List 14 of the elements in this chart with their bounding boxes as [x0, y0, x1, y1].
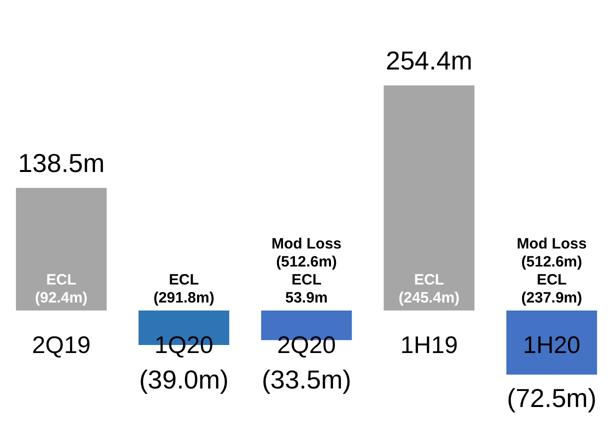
- annotation: ECL (92.4m): [35, 272, 88, 307]
- data-label: (72.5m): [506, 382, 596, 413]
- annotation: ECL (291.8m): [153, 272, 214, 307]
- annotation: ECL (245.4m): [398, 272, 460, 307]
- x-tick-label: 1H20: [523, 332, 580, 360]
- data-label: 138.5m: [18, 148, 105, 178]
- annotation: Mod Loss (512.6m) ECL 53.9m: [272, 236, 342, 307]
- x-tick-label: 2Q20: [277, 332, 336, 360]
- data-label: (33.5m): [262, 364, 352, 395]
- data-label: 254.4m: [386, 46, 472, 76]
- annotation: Mod Loss (512.6m) ECL (237.9m): [516, 236, 587, 307]
- data-label: (39.0m): [139, 364, 229, 395]
- x-tick-label: 1H19: [400, 332, 458, 360]
- x-tick-label: 2Q19: [32, 332, 91, 360]
